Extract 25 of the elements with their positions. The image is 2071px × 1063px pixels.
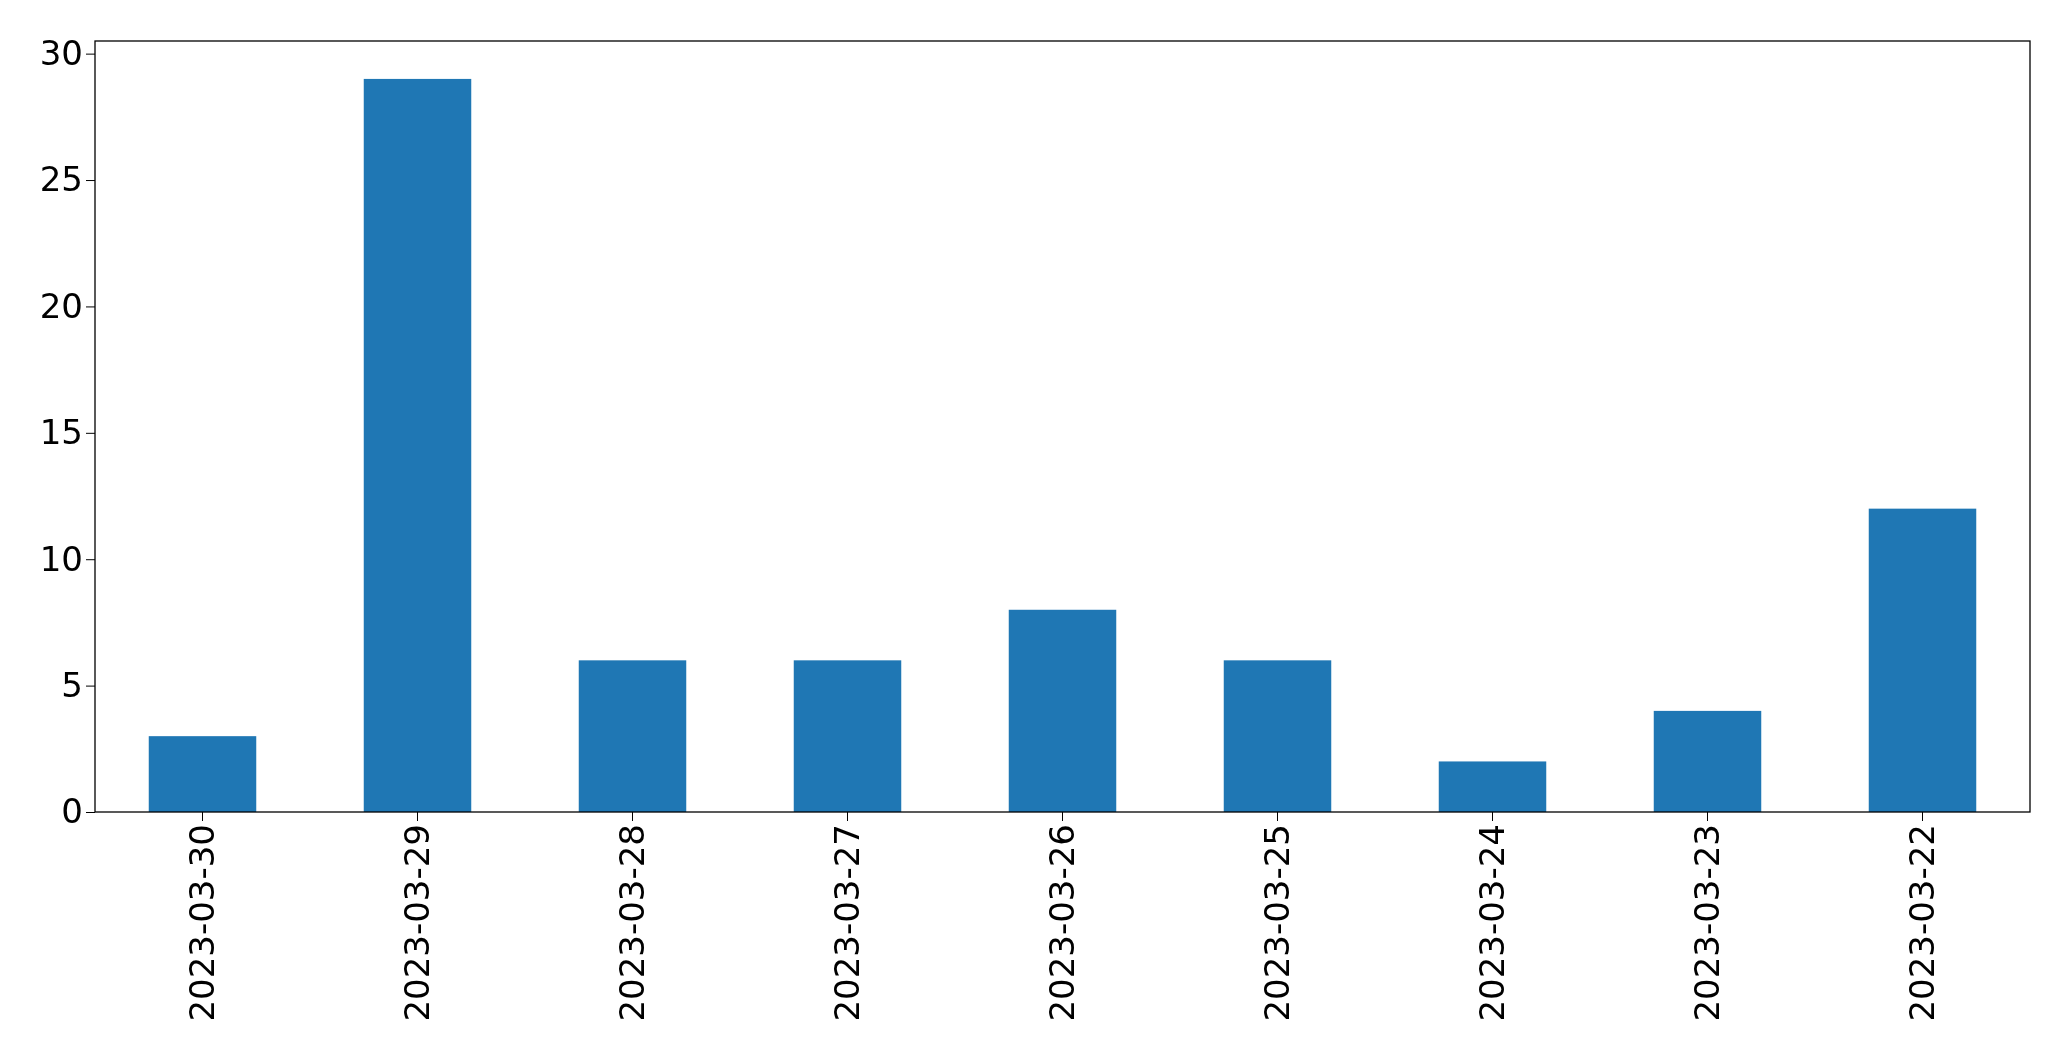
bar	[793, 660, 902, 812]
bar	[1653, 710, 1762, 812]
bar	[363, 78, 472, 812]
y-tick-label: 25	[39, 159, 83, 200]
bar	[148, 736, 257, 812]
bar	[1008, 609, 1117, 812]
x-tick-label: 2023-03-30	[182, 824, 223, 1022]
y-tick-label: 5	[61, 664, 83, 705]
x-tick-label: 2023-03-22	[1902, 824, 1943, 1022]
y-tick-label: 0	[61, 791, 83, 832]
y-tick-label: 20	[39, 285, 83, 326]
bar	[578, 660, 687, 812]
x-tick-label: 2023-03-27	[827, 824, 868, 1022]
x-tick-label: 2023-03-24	[1472, 824, 1513, 1022]
x-tick-label: 2023-03-23	[1687, 824, 1728, 1022]
bar	[1438, 761, 1547, 812]
bar	[1868, 508, 1977, 812]
x-tick-label: 2023-03-28	[612, 824, 653, 1022]
x-tick-label: 2023-03-29	[397, 824, 438, 1022]
x-tick-label: 2023-03-26	[1042, 824, 1083, 1022]
y-tick-label: 10	[39, 538, 83, 579]
bar	[1223, 660, 1332, 812]
x-tick-label: 2023-03-25	[1257, 824, 1298, 1022]
y-tick-label: 30	[39, 33, 83, 74]
y-tick-label: 15	[39, 412, 83, 453]
